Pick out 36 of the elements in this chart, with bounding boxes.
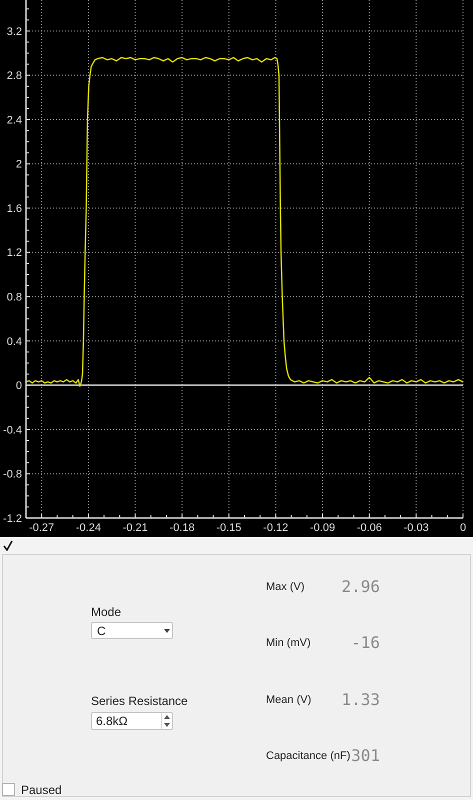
x-tick-label: -0.15 [216, 522, 242, 534]
x-tick-label: -0.06 [356, 522, 382, 534]
y-tick-label: 2.8 [6, 70, 22, 82]
y-tick-label: 3.2 [6, 26, 22, 38]
text: Series Resistance [91, 694, 188, 708]
dropdown-field: C [91, 622, 173, 639]
x-tick-label: -0.09 [310, 522, 336, 534]
x-tick-label: -0.18 [170, 522, 195, 534]
category-label: Capacitance (nF) [266, 750, 350, 762]
text: Mode [91, 605, 122, 619]
data-label: -16 [351, 633, 380, 654]
line-series [26, 56, 463, 387]
x-tick-label: -0.27 [29, 522, 54, 534]
data-label: 301 [351, 746, 380, 766]
x-tick-label: -0.24 [76, 522, 101, 534]
y-tick-label: 0.4 [6, 336, 22, 348]
data-label: 1.33 [341, 690, 380, 710]
number-field: 6.8kΩ [91, 712, 173, 730]
y-tick-label: 0.8 [6, 291, 22, 304]
category-label: Min (mV) [266, 637, 311, 650]
x-tick-label: -0.03 [404, 522, 429, 534]
y-tick-label: 0 [16, 380, 22, 392]
y-tick-label: -1.2 [3, 512, 22, 525]
y-tick-label: -0.8 [3, 468, 22, 481]
y-tick-label: 2.4 [6, 114, 22, 126]
y-tick-label: 1.2 [6, 247, 22, 260]
y-tick-label: -0.4 [3, 424, 22, 436]
x-tick-label: 0 [460, 522, 466, 534]
text: Paused [21, 783, 62, 797]
x-tick-label: -0.12 [263, 522, 288, 534]
category-label: Mean (V) [266, 694, 312, 706]
y-tick-label: 2 [16, 158, 22, 171]
data-label: 2.96 [341, 577, 380, 597]
category-label: Max (V) [266, 581, 304, 593]
y-tick-label: 1.6 [6, 202, 22, 215]
x-tick-label: -0.21 [122, 522, 148, 534]
